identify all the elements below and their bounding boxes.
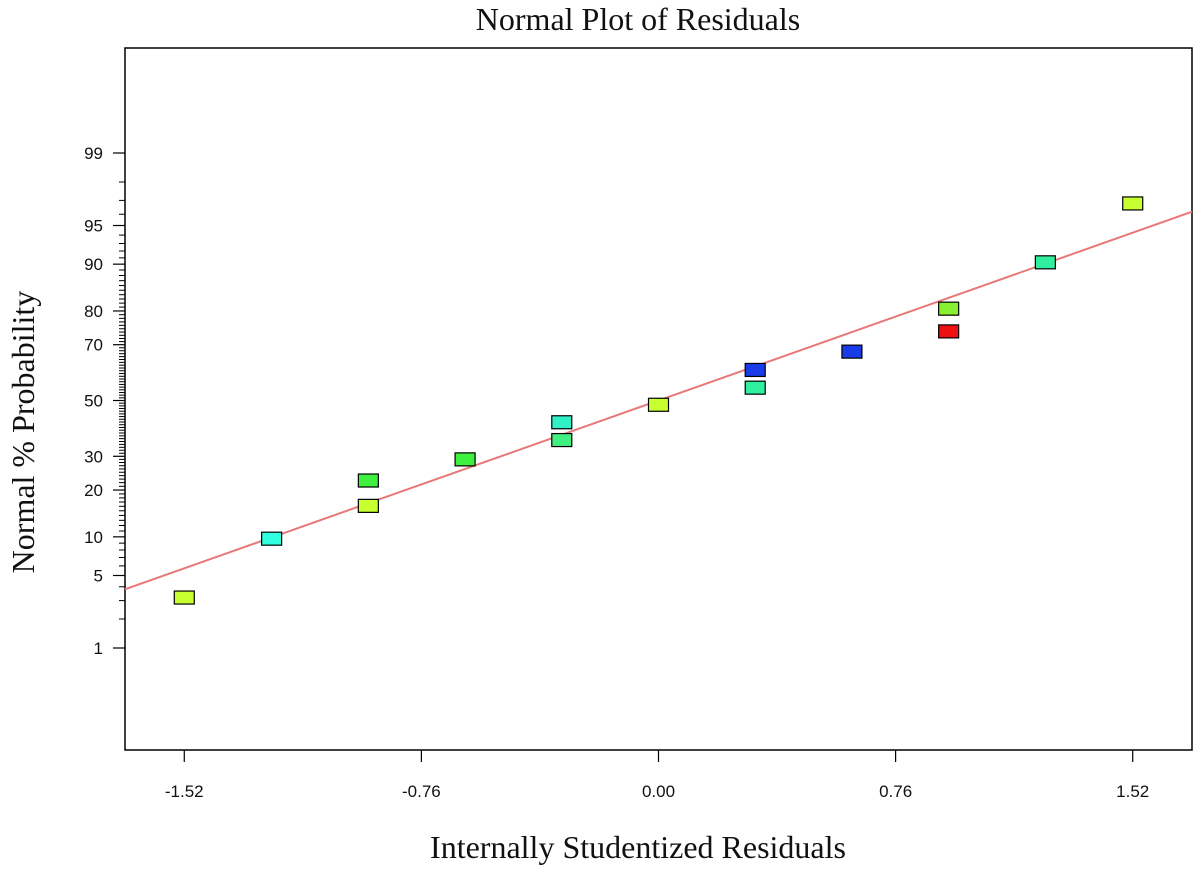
y-tick-label: 50 [84,392,103,411]
x-tick-label: -0.76 [402,782,441,801]
chart-title: Normal Plot of Residuals [476,1,800,37]
data-point [1122,196,1144,211]
data-point [551,432,573,448]
y-tick-label: 20 [84,481,103,500]
data-point [454,452,476,467]
y-axis-label: Normal % Probability [5,291,41,574]
y-tick-label: 5 [94,566,103,585]
data-point [938,301,960,316]
data-point [938,324,960,339]
y-tick-label: 80 [84,302,103,321]
y-tick-label: 1 [94,639,103,658]
x-tick-label: -1.52 [165,782,204,801]
data-points [173,196,1144,605]
y-tick-label: 10 [84,528,103,547]
data-point [173,590,195,605]
data-point [357,473,379,488]
x-tick-label: 1.52 [1116,782,1149,801]
x-axis-label: Internally Studentized Residuals [430,829,846,865]
data-point [647,397,670,412]
y-tick-label: 99 [84,144,103,163]
data-point [744,380,766,395]
y-tick-label: 95 [84,217,103,236]
data-point [1034,255,1056,270]
data-point [744,362,766,378]
data-point [841,344,863,359]
y-axis: 1 5 10 20 30 50 70 80 90 95 99 [84,144,125,658]
x-tick-label: 0.00 [642,782,675,801]
x-tick-label: 0.76 [879,782,912,801]
y-tick-label: 30 [84,447,103,466]
data-point [551,415,573,430]
y-tick-label: 90 [84,255,103,274]
y-tick-label: 70 [84,336,103,355]
data-point [261,531,283,546]
data-point [357,498,379,513]
x-axis: -1.52 -0.76 0.00 0.76 1.52 [165,750,1149,801]
